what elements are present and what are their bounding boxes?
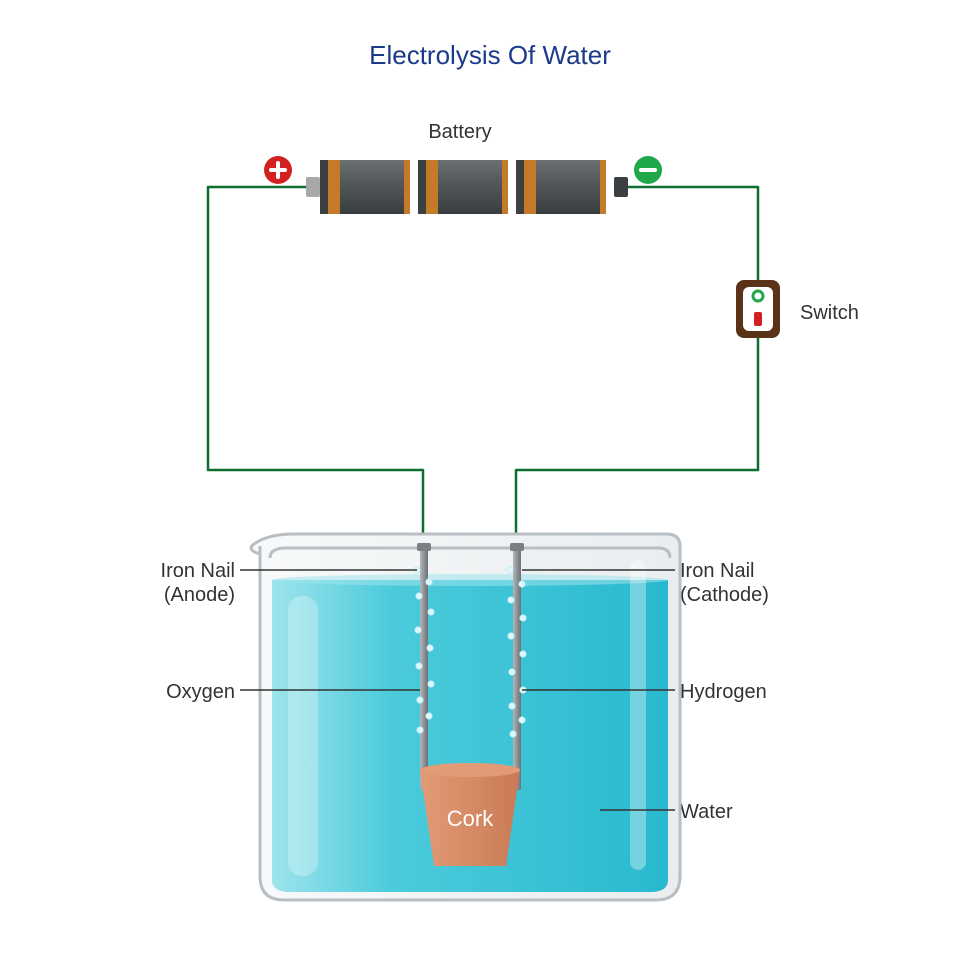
battery-positive-tip [306,177,320,197]
bubble [519,717,525,723]
bubble [426,713,432,719]
wire [208,187,423,545]
bubble [416,663,422,669]
bubble [510,731,516,737]
bubble [417,727,423,733]
diagram-stage: Electrolysis Of Water Battery Switch Iro… [0,0,980,980]
battery-cell [438,160,508,214]
battery-cell [536,160,606,214]
bubble [508,597,514,603]
bubble [416,593,422,599]
bubble [417,697,423,703]
diagram-svg: Cork [0,0,980,980]
bubble [428,681,434,687]
bubble [520,651,526,657]
battery-cell [340,160,410,214]
switch-off-icon [754,312,762,326]
bubble [507,567,513,573]
bubble [508,633,514,639]
bubble [426,579,432,585]
bubble [520,615,526,621]
bubble [509,703,515,709]
bubble [509,669,515,675]
cork-label: Cork [447,806,494,831]
battery-negative-tip [614,177,628,197]
wire [516,187,758,545]
bubble [415,627,421,633]
bubble [519,581,525,587]
bubble [427,645,433,651]
bubble [428,609,434,615]
